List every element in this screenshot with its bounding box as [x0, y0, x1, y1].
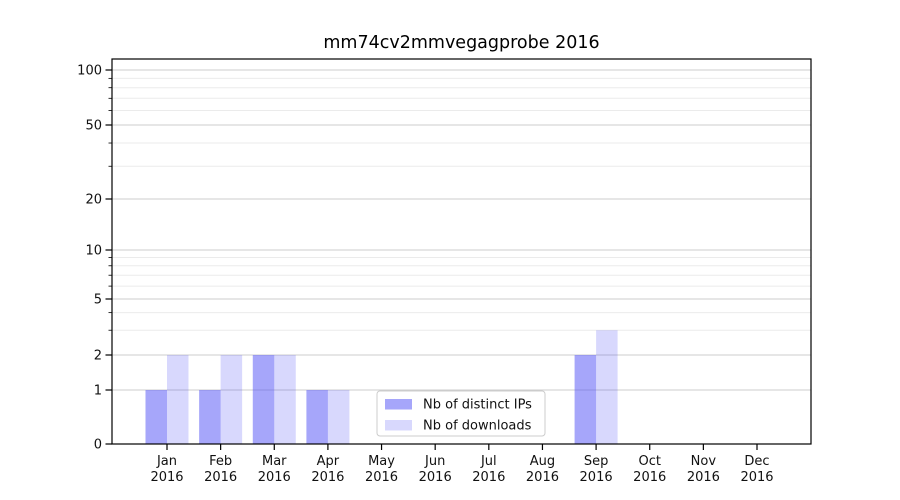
- x-tick-label-month: Dec: [744, 454, 769, 469]
- bar-feb-downloads: [220, 355, 243, 444]
- plot-border: [111, 58, 812, 445]
- bar-jan-downloads: [167, 355, 189, 444]
- chart-title: mm74cv2mmvegagprobe 2016: [323, 33, 600, 53]
- x-tick-label-month: Mar: [262, 454, 287, 469]
- legend-label-ips: Nb of distinct IPs: [423, 398, 532, 413]
- x-tick-label-month: Jan: [156, 454, 177, 469]
- legend-label-downloads: Nb of downloads: [423, 419, 532, 434]
- y-tick-label: 5: [94, 293, 102, 308]
- bar-apr-ips: [306, 390, 328, 444]
- x-tick-label-month: Nov: [691, 454, 717, 469]
- x-tick-label-month: May: [368, 454, 395, 469]
- x-tick-label-year: 2016: [740, 470, 773, 485]
- x-tick-label-year: 2016: [687, 470, 720, 485]
- x-tick-label-year: 2016: [150, 470, 183, 485]
- x-tick-label-year: 2016: [204, 470, 237, 485]
- bar-mar-downloads: [274, 355, 296, 444]
- x-tick-label-month: Jun: [424, 454, 445, 469]
- x-tick-label-year: 2016: [365, 470, 398, 485]
- legend-swatch-downloads: [385, 420, 412, 431]
- x-tick-label-month: Feb: [209, 454, 232, 469]
- x-tick-label-month: Apr: [317, 454, 340, 469]
- legend-swatch-ips: [385, 399, 412, 410]
- x-tick-label-month: Aug: [530, 454, 555, 469]
- bar-sep-downloads: [596, 330, 618, 444]
- x-tick-label-year: 2016: [311, 470, 344, 485]
- x-tick-label-month: Jul: [480, 454, 497, 469]
- x-tick-label-year: 2016: [526, 470, 559, 485]
- bar-sep-ips: [574, 355, 597, 444]
- y-tick-label: 2: [94, 349, 102, 364]
- y-tick-label: 10: [85, 244, 102, 259]
- x-tick-label-year: 2016: [258, 470, 291, 485]
- x-tick-label-year: 2016: [472, 470, 505, 485]
- x-tick-label-year: 2016: [419, 470, 452, 485]
- y-tick-label: 100: [77, 64, 102, 79]
- bar-mar-ips: [252, 355, 275, 444]
- x-tick-label-year: 2016: [580, 470, 613, 485]
- y-tick-label: 20: [85, 193, 102, 208]
- x-tick-label-month: Sep: [584, 454, 609, 469]
- bar-jan-ips: [145, 390, 167, 444]
- bar-apr-downloads: [327, 390, 350, 444]
- legend-box: [376, 390, 546, 437]
- x-tick-label-month: Oct: [638, 454, 660, 469]
- bar-feb-ips: [199, 390, 221, 444]
- y-tick-label: 1: [94, 384, 102, 399]
- x-tick-label-year: 2016: [633, 470, 666, 485]
- y-tick-label: 0: [94, 438, 102, 453]
- y-tick-label: 50: [85, 119, 102, 134]
